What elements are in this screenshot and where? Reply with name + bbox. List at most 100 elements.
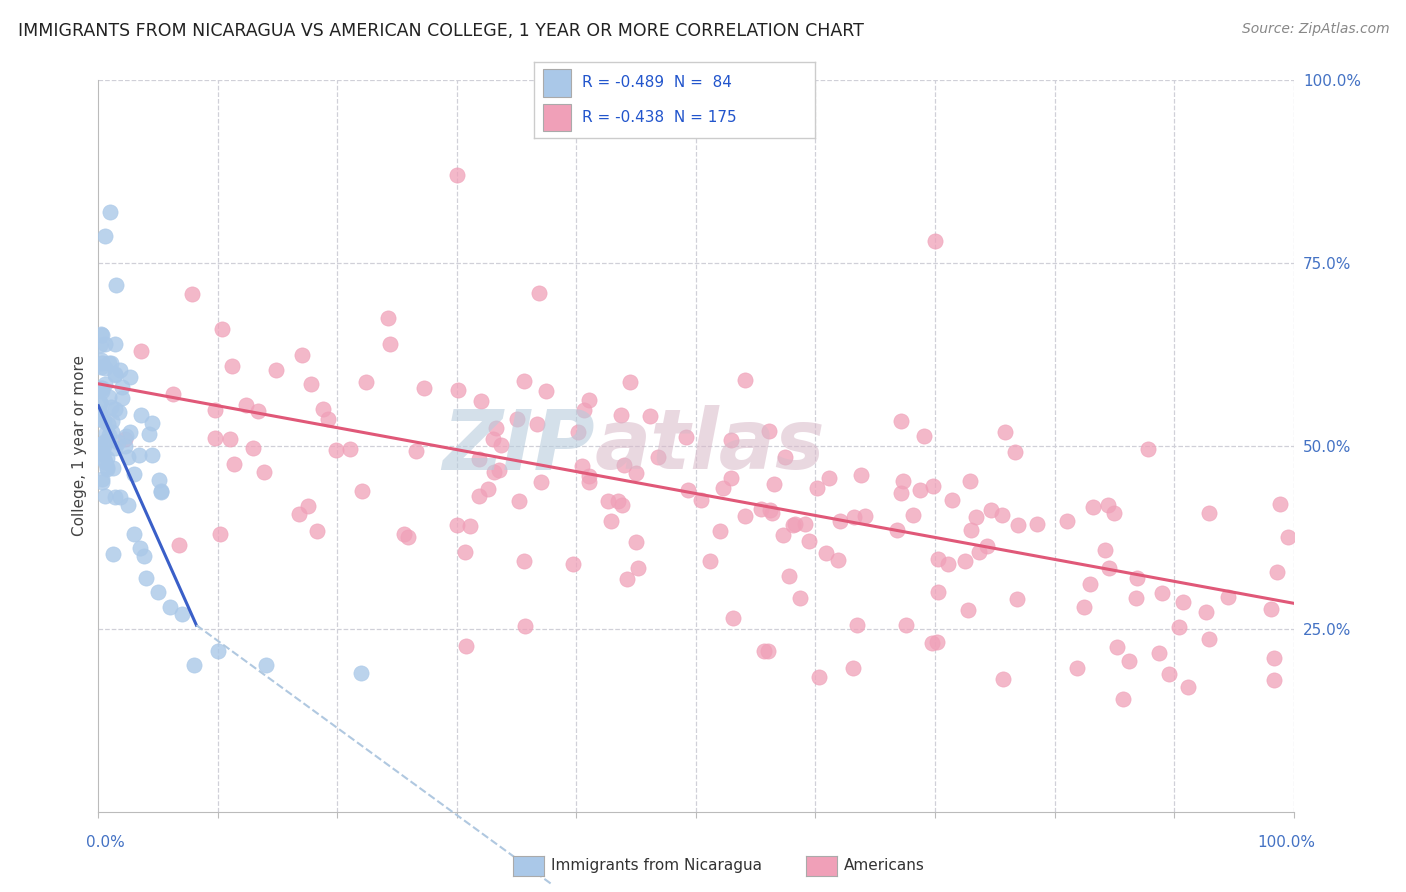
Point xyxy=(638,409,661,424)
Point xyxy=(458,519,481,533)
Point xyxy=(953,553,976,567)
Point xyxy=(97,417,120,431)
Point xyxy=(488,463,510,477)
Point xyxy=(89,407,111,421)
Point xyxy=(89,437,111,451)
Point xyxy=(128,448,150,462)
Point xyxy=(936,557,959,571)
Point xyxy=(107,435,129,450)
Point xyxy=(789,591,811,606)
Point xyxy=(886,524,908,538)
Point xyxy=(1056,514,1078,528)
Point xyxy=(976,539,998,553)
Bar xyxy=(543,104,571,131)
Point xyxy=(129,541,152,556)
Point xyxy=(1216,590,1239,604)
Point xyxy=(114,439,136,453)
Point xyxy=(734,373,756,387)
Point xyxy=(98,427,121,442)
Point xyxy=(578,475,600,489)
Point xyxy=(89,397,111,411)
Point xyxy=(467,489,489,503)
Point xyxy=(456,639,478,653)
Point xyxy=(90,381,112,395)
Point xyxy=(891,474,914,488)
Point xyxy=(1157,666,1180,681)
Point xyxy=(1268,497,1291,511)
Point xyxy=(1078,576,1101,591)
Point xyxy=(118,425,141,439)
Text: 0.0%: 0.0% xyxy=(86,836,125,850)
Point xyxy=(111,392,134,406)
Point xyxy=(454,545,477,559)
Point xyxy=(246,404,269,418)
Point xyxy=(619,375,641,389)
Point xyxy=(93,435,115,450)
Point xyxy=(447,383,470,397)
Point xyxy=(1125,591,1147,605)
Point xyxy=(1277,530,1299,544)
Point xyxy=(100,414,122,428)
Point xyxy=(1198,632,1220,646)
Point xyxy=(101,461,124,475)
Point xyxy=(506,411,529,425)
Point xyxy=(485,421,508,435)
Point xyxy=(699,554,721,568)
Point xyxy=(350,665,373,680)
Point xyxy=(924,234,946,248)
Point xyxy=(97,356,120,370)
Point xyxy=(927,585,949,599)
Point xyxy=(1026,516,1049,531)
Point xyxy=(763,477,786,491)
Point xyxy=(117,450,139,464)
Point xyxy=(508,494,530,508)
Point xyxy=(254,658,277,673)
Point xyxy=(101,547,124,561)
Point xyxy=(1118,654,1140,668)
Point xyxy=(1167,620,1189,634)
Point xyxy=(91,327,114,342)
Point xyxy=(181,287,204,301)
Point xyxy=(94,489,117,503)
Point xyxy=(1147,646,1170,660)
Point xyxy=(853,509,876,524)
Point xyxy=(91,381,114,395)
Point xyxy=(526,417,548,432)
Point xyxy=(183,658,205,673)
Point xyxy=(90,475,112,490)
Point xyxy=(90,359,112,374)
Point xyxy=(470,394,492,409)
Text: ZIP: ZIP xyxy=(441,406,595,486)
Point xyxy=(562,557,585,571)
Point xyxy=(482,465,505,479)
Point xyxy=(131,408,153,422)
Point xyxy=(994,425,1017,439)
Point xyxy=(111,380,134,394)
Point xyxy=(91,472,114,486)
Point xyxy=(806,481,828,495)
Point xyxy=(316,412,339,426)
Point xyxy=(117,498,139,512)
Point xyxy=(108,490,131,504)
Point xyxy=(100,425,122,439)
Point xyxy=(1112,691,1135,706)
Point xyxy=(110,363,132,377)
Point xyxy=(676,483,699,497)
Point xyxy=(378,337,401,351)
Point xyxy=(980,502,1002,516)
Point xyxy=(817,471,839,485)
Point xyxy=(162,387,184,401)
Point xyxy=(827,552,849,566)
Point xyxy=(1097,498,1119,512)
Point xyxy=(1265,566,1288,580)
Point xyxy=(224,458,246,472)
Point xyxy=(890,414,912,428)
Point xyxy=(772,528,794,542)
Point xyxy=(647,450,669,465)
Point xyxy=(1152,586,1174,600)
Point xyxy=(1126,571,1149,585)
Point xyxy=(89,395,111,409)
Point xyxy=(94,337,117,351)
Point xyxy=(752,644,775,658)
Point xyxy=(103,367,125,381)
